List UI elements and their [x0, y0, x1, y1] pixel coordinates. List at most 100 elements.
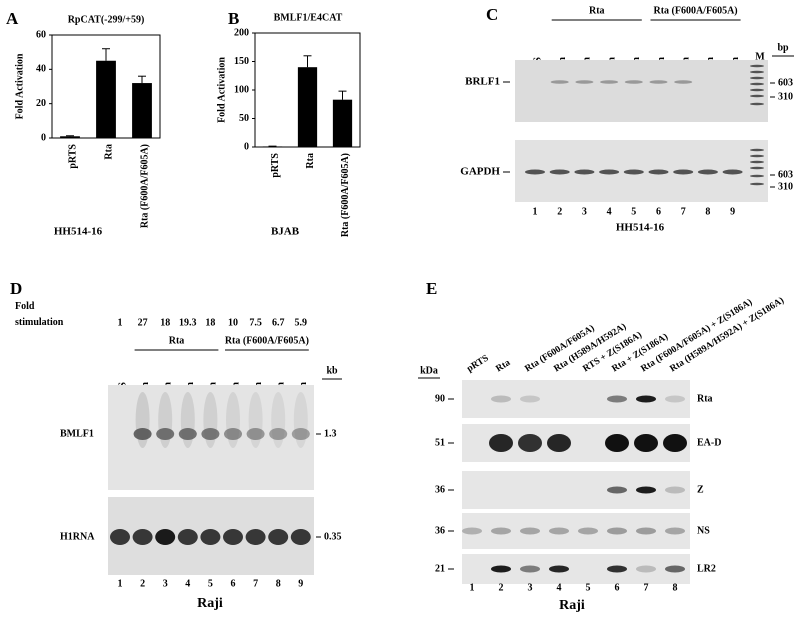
band — [574, 169, 595, 175]
band — [489, 434, 513, 452]
band — [201, 428, 220, 440]
fold-value: 19.3 — [179, 317, 197, 328]
x-tick-label: Rta (F600A/F605A) — [340, 153, 351, 237]
band — [269, 428, 288, 440]
band — [750, 88, 764, 92]
row-label: Z — [697, 484, 704, 495]
lane-number: 3 — [528, 582, 533, 593]
lane-number: 8 — [705, 206, 710, 217]
fold-value: 6.7 — [272, 317, 285, 328]
band — [750, 154, 764, 158]
band — [750, 166, 764, 170]
chart-title: BMLF1/E4CAT — [274, 12, 343, 23]
cell-line: Raji — [197, 596, 223, 611]
band — [750, 64, 764, 68]
bar — [297, 67, 318, 147]
marker-label: 310 — [778, 181, 793, 192]
row-label: GAPDH — [460, 166, 500, 178]
band — [607, 395, 627, 403]
fold-value: 1 — [118, 317, 123, 328]
lane-number: 2 — [557, 206, 562, 217]
blot — [462, 513, 690, 549]
lane-number: 6 — [656, 206, 661, 217]
lane-number: 2 — [499, 582, 504, 593]
panel-letter: C — [486, 5, 498, 24]
band — [520, 395, 540, 403]
band — [648, 169, 669, 175]
y-axis-label: Fold Activation — [216, 57, 227, 123]
lane-number: 5 — [586, 582, 591, 593]
band — [750, 82, 764, 86]
lane-label: Rta (H589A/H592A) + Z(S186A) — [668, 295, 786, 374]
lane-number: 7 — [681, 206, 686, 217]
cell-line: Raji — [559, 598, 585, 613]
error-bar — [102, 48, 110, 61]
band — [291, 428, 310, 440]
bar — [332, 99, 353, 147]
band — [636, 486, 656, 494]
band — [750, 160, 764, 164]
y-tick-label: 200 — [234, 27, 249, 38]
fold-value: 10 — [228, 317, 238, 328]
band — [607, 565, 627, 573]
band — [178, 428, 197, 440]
x-tick-label: Rta — [305, 153, 316, 169]
band — [607, 527, 627, 535]
x-axis-label: HH514-16 — [54, 226, 103, 238]
lane-number: 7 — [253, 578, 258, 589]
band — [665, 565, 685, 573]
band — [750, 94, 764, 98]
y-tick-label: 50 — [239, 113, 249, 124]
band — [177, 529, 198, 545]
band — [673, 169, 694, 175]
band — [547, 434, 571, 452]
lane-number: 3 — [163, 578, 168, 589]
error-bar — [138, 75, 146, 84]
lane-number: 7 — [644, 582, 649, 593]
size-label: 51 — [435, 437, 445, 448]
unit-label: kb — [326, 365, 338, 376]
band — [578, 527, 598, 535]
row-label: BRLF1 — [465, 76, 500, 88]
band — [600, 80, 619, 84]
band — [290, 529, 311, 545]
band — [550, 80, 569, 84]
y-tick-label: 150 — [234, 56, 249, 67]
band — [246, 428, 265, 440]
panel-letter: E — [426, 279, 437, 298]
row-label: BMLF1 — [60, 428, 94, 439]
band — [525, 169, 545, 175]
x-tick-label: Rta (F600A/F605A) — [139, 144, 150, 228]
band — [549, 527, 569, 535]
group-label: Rta (F600A/F605A) — [225, 335, 309, 346]
lane-number: 8 — [673, 582, 678, 593]
lane-number: 3 — [582, 206, 587, 217]
lane-label: M — [755, 51, 765, 62]
row-label: H1RNA — [60, 531, 95, 542]
error-bar — [66, 135, 74, 137]
size-label: 36 — [435, 525, 445, 536]
row-label: Rta — [697, 393, 713, 404]
fold-value: 7.5 — [249, 317, 262, 328]
band — [133, 428, 152, 440]
band — [750, 148, 764, 152]
row-label: NS — [697, 525, 710, 536]
band — [750, 102, 764, 106]
band — [245, 529, 266, 545]
band — [491, 527, 511, 535]
x-tick-label: pRTS — [67, 144, 78, 169]
cell-line: HH514-16 — [616, 222, 665, 234]
band — [491, 395, 511, 403]
band — [132, 529, 153, 545]
row-label: LR2 — [697, 563, 716, 574]
error-bar — [338, 90, 347, 100]
lane-number: 1 — [118, 578, 123, 589]
lane-number: 2 — [140, 578, 145, 589]
x-axis-label: BJAB — [271, 226, 300, 238]
size-label: 21 — [435, 563, 445, 574]
band — [599, 169, 620, 175]
band — [663, 434, 687, 452]
band — [665, 527, 685, 535]
fold-value: 5.9 — [295, 317, 308, 328]
